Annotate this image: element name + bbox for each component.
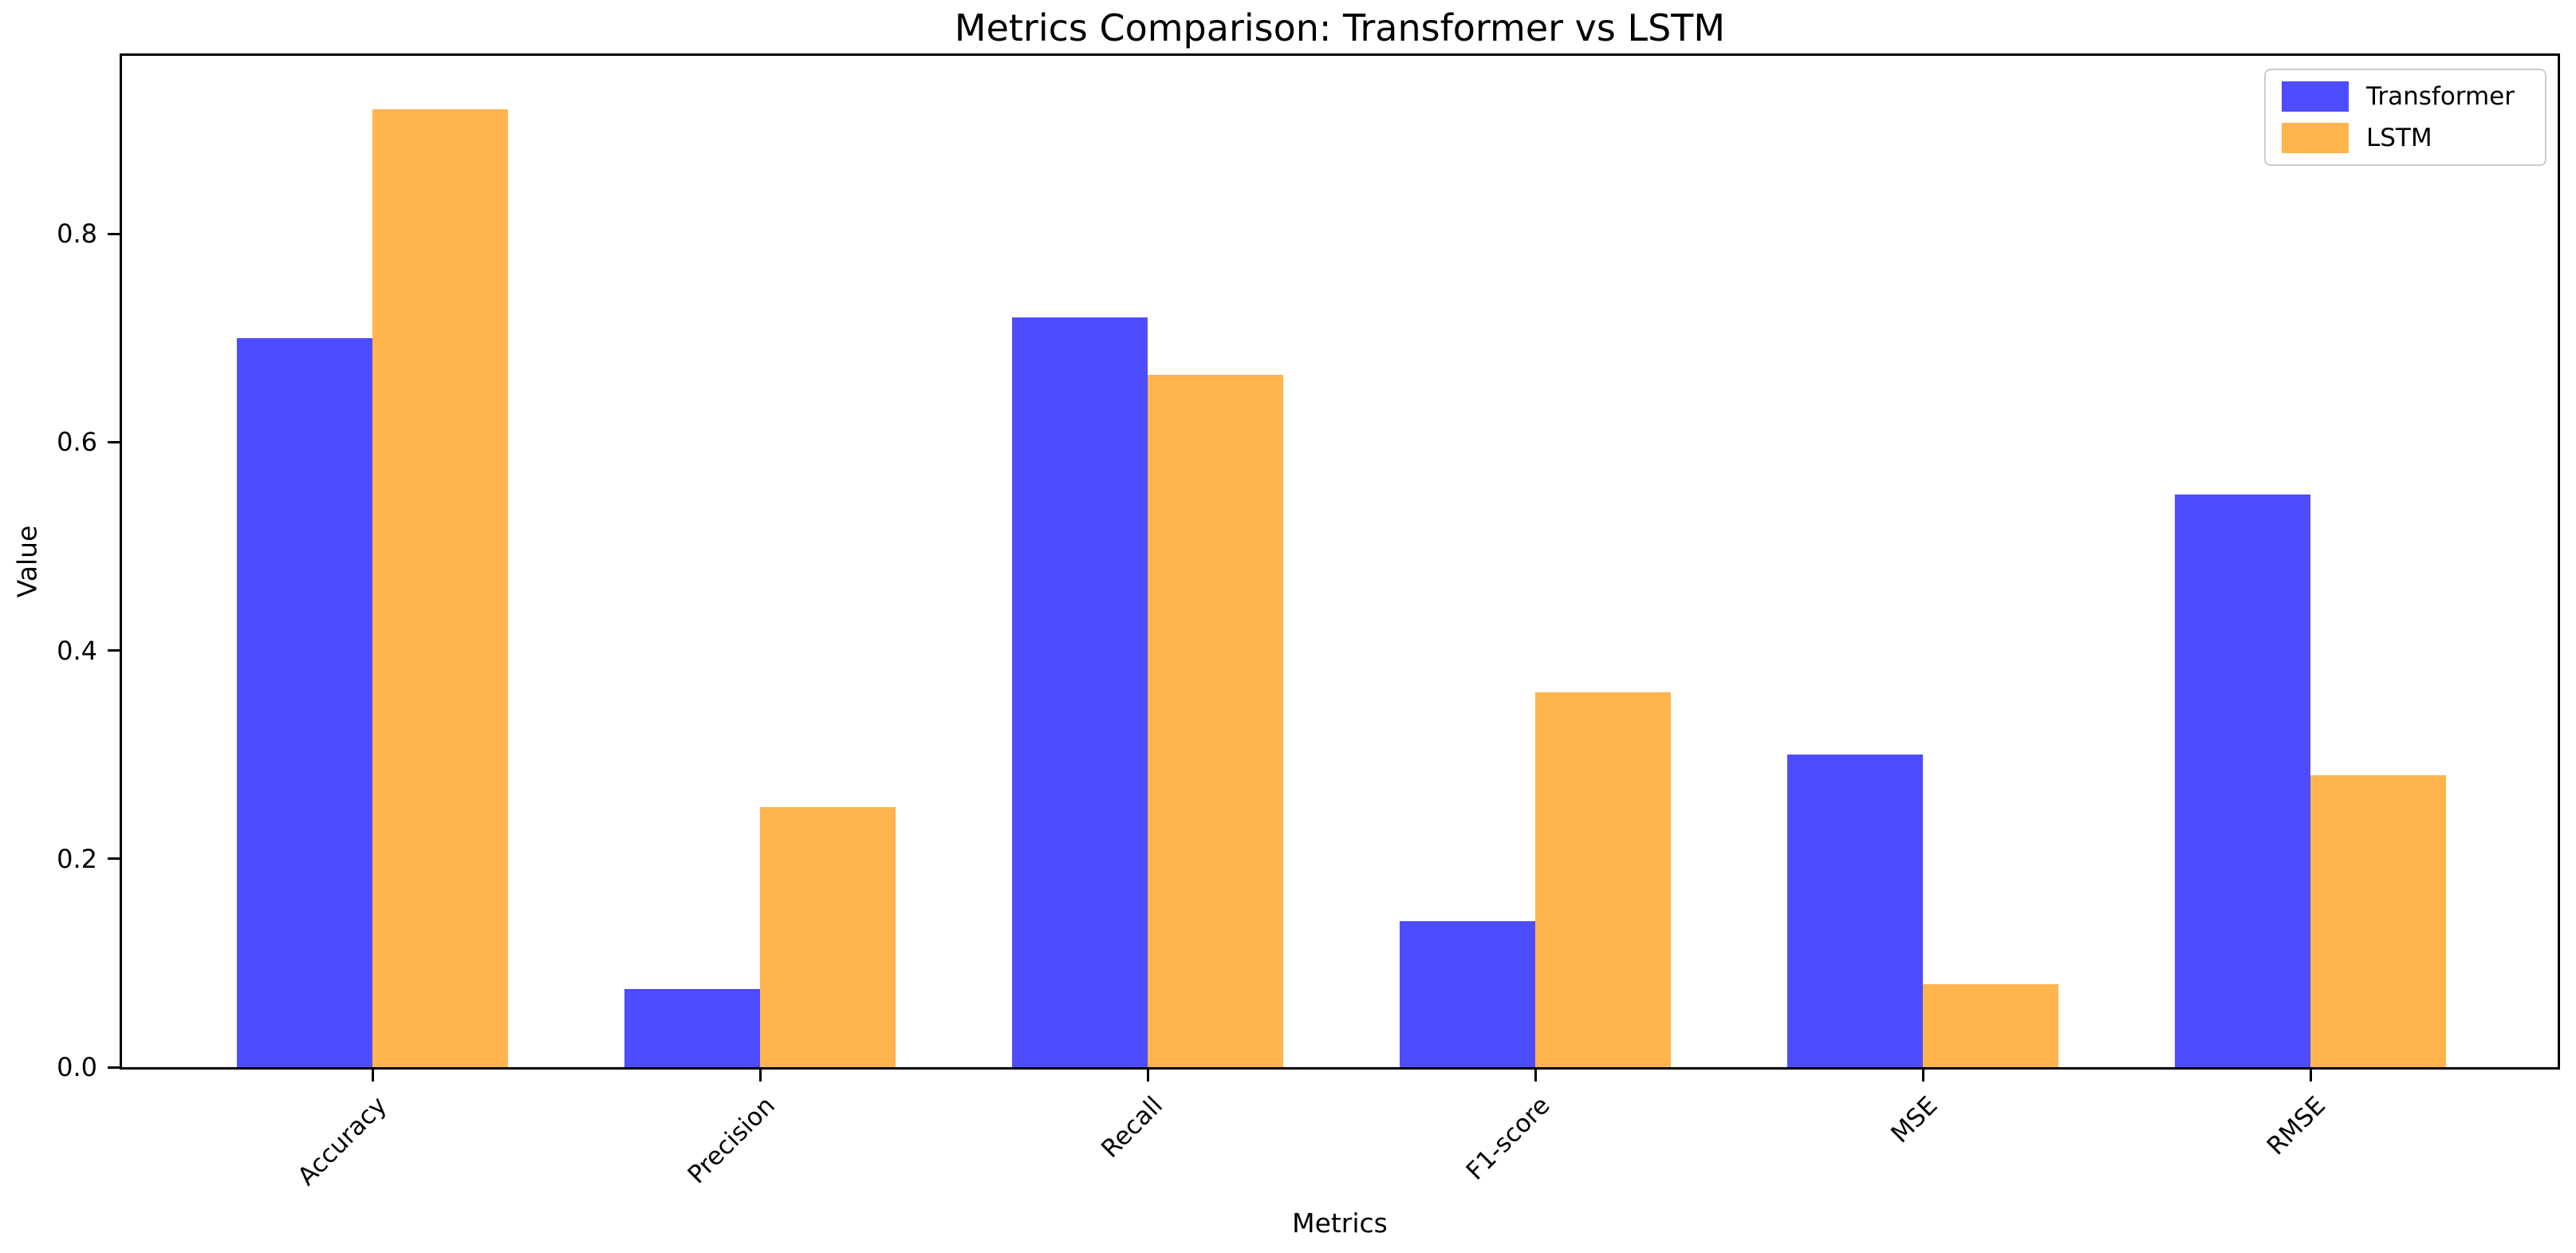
legend: Transformer LSTM: [2263, 69, 2546, 166]
legend-label-transformer: Transformer: [2365, 82, 2515, 111]
x-tick-mark: [2309, 1070, 2312, 1082]
x-tick-label-precision: Precision: [682, 1091, 781, 1190]
y-tick-mark: [108, 232, 120, 235]
legend-swatch-lstm: [2281, 123, 2349, 153]
plot-area: 0.0 0.2 0.4 0.6 0.8 Accuracy Precision Recall F…: [57, 53, 2560, 1192]
x-tick-label-accuracy: Accuracy: [292, 1091, 393, 1192]
x-tick-mark: [1534, 1070, 1537, 1082]
y-tick-mark: [108, 649, 120, 652]
x-tick-mark: [1146, 1070, 1149, 1082]
y-tick-label: 0.0: [57, 1052, 97, 1082]
y-axis-title: Value: [11, 525, 43, 598]
bar-lstm-mse: [1923, 983, 2059, 1067]
y-tick-label: 0.6: [57, 427, 97, 458]
y-tick-mark: [108, 440, 120, 443]
x-tick-label-recall: Recall: [1095, 1091, 1168, 1164]
legend-item-lstm: LSTM: [2281, 123, 2529, 153]
bar-lstm-f1-score: [1535, 692, 1672, 1067]
x-tick-label-mse: MSE: [1885, 1091, 1944, 1149]
x-tick-mark: [758, 1070, 762, 1082]
x-tick-mark: [371, 1070, 374, 1082]
bar-transformer-f1-score: [1400, 921, 1536, 1067]
legend-swatch-transformer: [2281, 81, 2349, 112]
x-tick-label-rmse: RMSE: [2261, 1091, 2331, 1161]
x-axis-title: Metrics: [1292, 1208, 1388, 1239]
bar-lstm-rmse: [2310, 775, 2447, 1067]
legend-item-transformer: Transformer: [2281, 81, 2529, 112]
bar-lstm-recall: [1148, 374, 1284, 1067]
bar-lstm-accuracy: [372, 108, 509, 1067]
x-tick-label-f1-score: F1-score: [1460, 1091, 1556, 1186]
chart-title: Metrics Comparison: Transformer vs LSTM: [954, 6, 1726, 49]
bar-transformer-mse: [1787, 755, 1924, 1067]
legend-label-lstm: LSTM: [2365, 124, 2432, 152]
y-tick-label: 0.2: [57, 843, 97, 874]
bar-lstm-precision: [760, 806, 896, 1067]
x-tick-mark: [1921, 1070, 1924, 1082]
bar-transformer-precision: [624, 989, 761, 1067]
bar-transformer-accuracy: [236, 337, 372, 1067]
bar-transformer-recall: [1012, 317, 1148, 1067]
y-tick-label: 0.4: [57, 635, 97, 666]
y-tick-mark: [108, 857, 120, 861]
y-tick-label: 0.8: [57, 219, 97, 250]
bar-transformer-rmse: [2175, 494, 2311, 1067]
y-tick-mark: [108, 1066, 120, 1069]
